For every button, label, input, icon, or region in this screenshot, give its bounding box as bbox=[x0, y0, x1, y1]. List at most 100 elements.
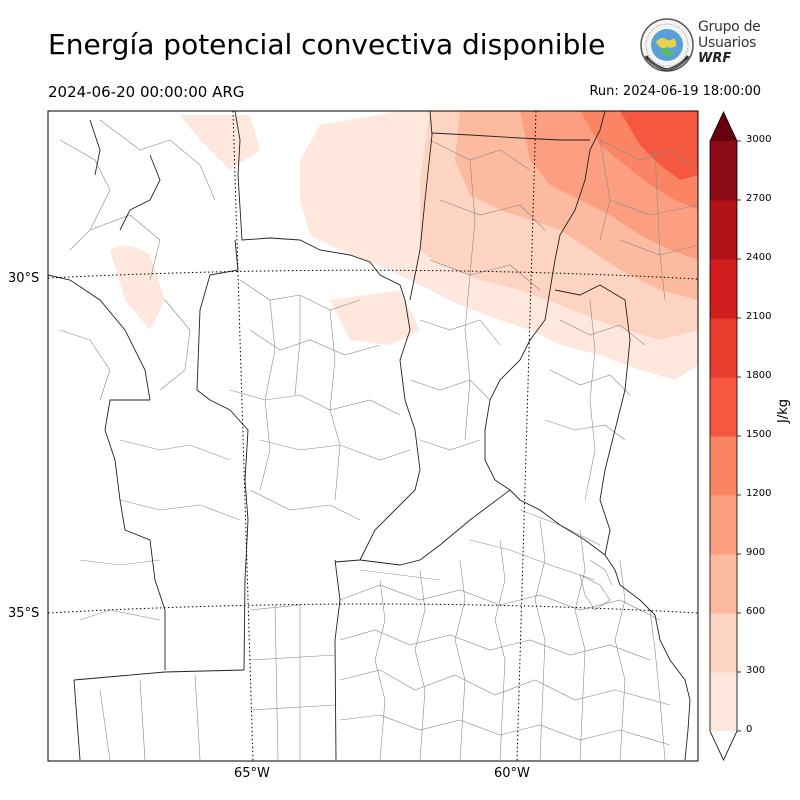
partido-boundary bbox=[374, 579, 386, 761]
partido-boundary bbox=[359, 569, 441, 581]
parallel-35s bbox=[48, 603, 698, 614]
lat-label-30s: 30°S bbox=[8, 271, 40, 286]
colorbar-tick-label: 3000 bbox=[746, 134, 772, 145]
colorbar-level-2400-2700 bbox=[710, 200, 737, 260]
partido-boundary bbox=[454, 559, 466, 761]
province-boundary bbox=[409, 111, 433, 301]
cape-region-1500-1800 bbox=[620, 111, 698, 180]
grupo-usuarios-wrf-logo: Grupo de Usuarios WRF bbox=[638, 16, 768, 74]
partido-boundary bbox=[339, 714, 671, 746]
province-boundary bbox=[334, 559, 361, 563]
colorbar-tick-label: 1200 bbox=[746, 488, 772, 499]
department-boundary bbox=[99, 689, 111, 761]
province-boundary bbox=[119, 154, 161, 231]
colorbar-level-1200-1500 bbox=[710, 436, 737, 496]
department-boundary bbox=[194, 674, 201, 761]
meridian-65w bbox=[232, 111, 254, 761]
province-boundary bbox=[73, 669, 245, 681]
department-boundary bbox=[559, 319, 646, 346]
department-boundary bbox=[59, 139, 111, 251]
department-boundary bbox=[249, 604, 301, 760]
department-boundary bbox=[609, 199, 698, 216]
partido-boundary bbox=[589, 559, 613, 586]
department-boundary bbox=[549, 369, 631, 396]
province-boundary bbox=[554, 284, 631, 556]
colorbar-tick-label: 2100 bbox=[746, 311, 772, 322]
coastline bbox=[604, 554, 691, 761]
partido-boundary bbox=[649, 609, 666, 761]
colorbar-level-0-300 bbox=[710, 672, 737, 732]
colorbar-level-1800-2100 bbox=[710, 318, 737, 378]
department-boundary bbox=[249, 704, 336, 711]
province-boundary bbox=[196, 239, 249, 671]
province-boundary bbox=[48, 274, 151, 401]
partido-boundary bbox=[614, 559, 626, 761]
graticule bbox=[48, 111, 698, 761]
partido-boundary bbox=[534, 519, 546, 761]
province-boundaries bbox=[48, 111, 631, 761]
department-boundary bbox=[429, 139, 531, 171]
province-boundary bbox=[484, 111, 606, 556]
department-boundary bbox=[59, 329, 111, 401]
department-boundary bbox=[419, 319, 501, 346]
globe-seal-icon bbox=[640, 18, 694, 72]
province-boundary bbox=[234, 111, 421, 561]
department-boundary bbox=[119, 439, 231, 461]
department-boundary bbox=[464, 159, 476, 441]
cape-shading bbox=[110, 111, 698, 380]
colorbar-tick-label: 0 bbox=[746, 724, 753, 735]
partido-boundary bbox=[469, 539, 596, 581]
department-boundary bbox=[119, 499, 241, 521]
colorbar-tick-label: 300 bbox=[746, 665, 766, 676]
department-boundary bbox=[139, 679, 146, 761]
department-boundary bbox=[429, 259, 541, 291]
department-boundary bbox=[79, 609, 161, 621]
colorbar-level-900-1200 bbox=[710, 495, 737, 555]
meridian-60w bbox=[516, 111, 537, 761]
province-boundary bbox=[104, 399, 166, 670]
lon-label-60w: 60°W bbox=[494, 766, 530, 781]
cape-region-0-300 bbox=[180, 115, 260, 170]
colorbar-tick-label: 2400 bbox=[746, 252, 772, 263]
colorbar-over-extension bbox=[710, 112, 737, 141]
logo-line-3: WRF bbox=[698, 51, 732, 66]
partido-boundary bbox=[414, 569, 426, 761]
department-boundary bbox=[99, 119, 216, 201]
department-boundaries bbox=[59, 119, 698, 761]
partido-boundary bbox=[494, 539, 506, 761]
colorbar-unit: J/kg bbox=[776, 399, 791, 423]
department-boundary bbox=[294, 295, 301, 396]
department-boundary bbox=[229, 389, 401, 416]
department-boundary bbox=[654, 149, 666, 301]
colorbar-level-2700-3000 bbox=[710, 141, 737, 201]
logo-line-2: Usuarios bbox=[698, 35, 757, 51]
partido-boundary bbox=[579, 574, 611, 611]
department-boundary bbox=[544, 419, 626, 441]
colorbar-tick-label: 600 bbox=[746, 606, 766, 617]
partido-boundary bbox=[339, 629, 651, 661]
partido-boundary bbox=[339, 669, 671, 706]
colorbar-level-600-900 bbox=[710, 554, 737, 614]
colorbar-tick-label: 1500 bbox=[746, 429, 772, 440]
logo-line-1: Grupo de bbox=[698, 19, 761, 35]
colorbar-level-2100-2400 bbox=[710, 259, 737, 319]
department-boundary bbox=[599, 139, 611, 241]
department-boundary bbox=[584, 299, 596, 501]
department-boundary bbox=[439, 199, 546, 231]
province-boundary bbox=[359, 489, 511, 566]
lon-label-65w: 65°W bbox=[234, 766, 270, 781]
department-boundary bbox=[329, 309, 341, 501]
department-boundary bbox=[249, 489, 361, 521]
department-boundary bbox=[409, 379, 491, 401]
department-boundary bbox=[79, 559, 161, 566]
colorbar-level-300-600 bbox=[710, 613, 737, 673]
map-title: Energía potencial convectiva disponible bbox=[48, 28, 606, 61]
run-time: Run: 2024-06-19 18:00:00 bbox=[589, 84, 761, 99]
coast bbox=[604, 554, 691, 761]
province-boundary bbox=[431, 132, 590, 141]
valid-time: 2024-06-20 00:00:00 ARG bbox=[48, 83, 245, 101]
colorbar-tick-label: 900 bbox=[746, 547, 766, 558]
cape-region-0-300 bbox=[330, 290, 420, 345]
parallel-30s bbox=[48, 269, 698, 280]
province-boundary bbox=[89, 119, 101, 176]
